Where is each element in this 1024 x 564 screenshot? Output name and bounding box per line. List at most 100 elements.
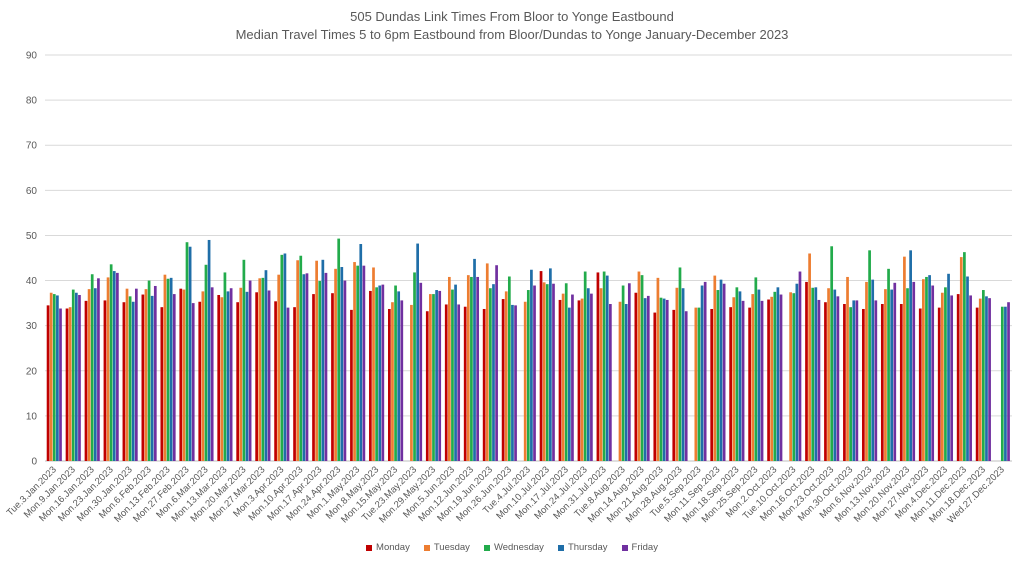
bar-thursday <box>473 258 476 461</box>
chart-legend: Monday Tuesday Wednesday Thursday Friday <box>0 542 1024 553</box>
bar-tuesday <box>353 262 356 461</box>
bar-thursday <box>605 275 609 461</box>
bar-monday <box>975 307 979 461</box>
bar-friday <box>552 283 555 461</box>
legend-label: Wednesday <box>493 542 544 553</box>
bar-monday <box>899 304 903 461</box>
bar-tuesday <box>732 297 736 461</box>
bar-thursday <box>93 288 97 461</box>
bar-friday <box>874 300 878 461</box>
bar-monday <box>350 309 353 461</box>
bar-thursday <box>719 279 723 461</box>
bar-wednesday <box>564 283 568 461</box>
bar-monday <box>369 290 372 461</box>
bar-monday <box>710 308 714 461</box>
y-tick-label: 50 <box>26 231 38 242</box>
bar-tuesday <box>220 297 224 461</box>
bar-wednesday <box>621 285 625 461</box>
bar-tuesday <box>580 298 584 461</box>
bar-friday <box>590 293 593 461</box>
bar-thursday <box>530 269 533 461</box>
bar-thursday <box>435 290 438 461</box>
bar-friday <box>476 276 479 461</box>
bar-friday <box>533 285 536 461</box>
bar-wednesday <box>545 284 549 461</box>
bar-thursday <box>624 304 628 461</box>
bar-wednesday <box>489 288 492 461</box>
bar-friday <box>817 299 821 461</box>
bar-wednesday <box>849 307 852 461</box>
bar-wednesday <box>906 288 909 461</box>
bar-wednesday <box>261 277 265 461</box>
legend-label: Tuesday <box>433 542 470 553</box>
bar-thursday <box>207 239 211 461</box>
bar-wednesday <box>413 272 416 461</box>
bar-tuesday <box>846 276 849 461</box>
bar-tuesday <box>296 260 300 461</box>
bar-thursday <box>549 268 552 461</box>
bar-tuesday <box>959 257 963 461</box>
bar-wednesday <box>811 287 815 461</box>
y-tick-label: 70 <box>26 141 38 152</box>
bar-friday <box>438 290 442 461</box>
bar-friday <box>116 272 119 461</box>
bar-monday <box>634 292 638 461</box>
bar-tuesday <box>827 288 830 461</box>
bar-thursday <box>985 296 988 461</box>
bar-wednesday <box>583 271 587 461</box>
bar-tuesday <box>163 274 167 461</box>
bar-friday <box>400 300 404 461</box>
bar-tuesday <box>789 292 792 461</box>
bar-thursday <box>169 277 173 461</box>
bar-thursday <box>776 287 780 461</box>
bar-thursday <box>188 246 192 461</box>
bar-monday <box>767 299 770 461</box>
legend-label: Friday <box>631 542 658 553</box>
y-tick-label: 30 <box>26 321 38 332</box>
bar-tuesday <box>49 292 53 461</box>
bar-monday <box>463 306 467 461</box>
bar-wednesday <box>166 278 170 461</box>
bar-tuesday <box>618 301 622 461</box>
bar-monday <box>444 304 448 461</box>
bar-thursday <box>700 285 704 461</box>
bar-tuesday <box>542 282 546 461</box>
bar-wednesday <box>640 275 644 461</box>
bar-wednesday <box>982 290 985 461</box>
legend-label: Thursday <box>567 542 608 553</box>
bar-monday <box>539 271 543 461</box>
bar-thursday <box>890 289 894 461</box>
bar-tuesday <box>561 293 565 461</box>
bar-monday <box>843 304 846 461</box>
bar-wednesday <box>299 255 303 461</box>
bar-thursday <box>56 295 59 461</box>
bar-tuesday <box>315 260 318 461</box>
legend-swatch <box>483 544 490 551</box>
bar-wednesday <box>602 271 606 461</box>
bar-tuesday <box>751 294 755 461</box>
legend-item-tuesday: Tuesday <box>423 542 470 553</box>
bar-friday <box>836 296 840 461</box>
bar-tuesday <box>808 253 811 461</box>
bar-thursday <box>738 291 742 461</box>
bar-friday <box>665 299 669 461</box>
bar-tuesday <box>940 292 944 461</box>
bar-friday <box>229 288 233 461</box>
bar-tuesday <box>125 288 129 461</box>
bar-wednesday <box>147 280 151 461</box>
bar-wednesday <box>394 285 397 461</box>
bar-tuesday <box>922 279 925 461</box>
bar-tuesday <box>239 287 243 461</box>
bar-friday <box>741 300 745 461</box>
bar-friday <box>514 305 517 461</box>
bar-wednesday <box>735 287 739 461</box>
bar-tuesday <box>87 289 91 461</box>
bar-monday <box>103 300 107 461</box>
bar-friday <box>760 300 764 461</box>
bar-thursday <box>814 287 818 461</box>
bar-thursday <box>909 250 912 461</box>
chart-title: 505 Dundas Link Times From Bloor to Yong… <box>350 9 674 24</box>
bar-tuesday <box>68 307 72 461</box>
bar-thursday <box>871 279 875 461</box>
bar-friday <box>609 304 612 461</box>
